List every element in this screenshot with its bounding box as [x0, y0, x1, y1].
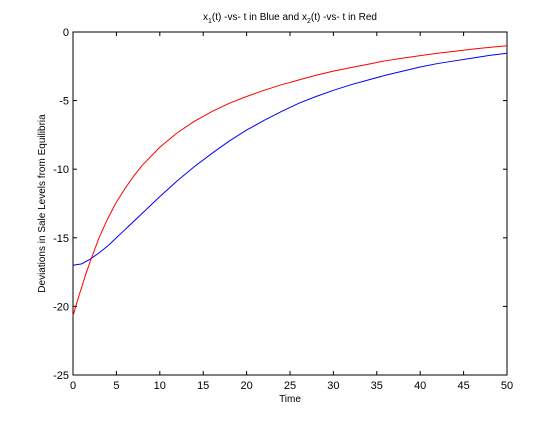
y-tick-label: 0: [63, 27, 69, 39]
x-tick-label: 25: [284, 380, 296, 392]
x-tick-label: 45: [457, 380, 469, 392]
y-tick-label: -10: [53, 164, 69, 176]
y-axis-label: Deviations in Sale Levels from Equilibri…: [37, 114, 48, 293]
title-sub-1: 1: [208, 18, 212, 25]
x-tick-label: 20: [240, 380, 252, 392]
series-line-1: [72, 52, 508, 266]
y-tick-label: -15: [53, 233, 69, 245]
title-sub-2: 2: [307, 18, 311, 25]
x-tick-label: 30: [327, 380, 339, 392]
chart-title: x1(t) -vs- t in Blue and x2(t) -vs- t in…: [203, 12, 377, 25]
x-tick-label: 0: [70, 380, 76, 392]
title-part-c: (t) -vs- t in Red: [311, 12, 377, 23]
y-tick-label: -25: [53, 370, 69, 382]
x-tick-label: 10: [154, 380, 166, 392]
x-tick-label: 5: [113, 380, 119, 392]
series-group: [72, 45, 508, 317]
y-tick-label: -20: [53, 301, 69, 313]
plot-area-frame: [72, 31, 508, 376]
x-axis-label: Time: [279, 394, 301, 405]
series-line-2: [72, 45, 508, 317]
x-tick-label: 40: [414, 380, 426, 392]
x-tick-label: 15: [197, 380, 209, 392]
x-tick-label: 50: [501, 380, 513, 392]
title-part-b: (t) -vs- t in Blue and x: [212, 12, 307, 23]
ticks-group: 0 5 10 15 20 25 30 35 40 45 50 0 -5 -10 -15 -20 -25: [53, 27, 513, 392]
x-tick-label: 35: [371, 380, 383, 392]
title-part-a: x: [203, 12, 208, 23]
y-tick-label: -5: [59, 96, 69, 108]
